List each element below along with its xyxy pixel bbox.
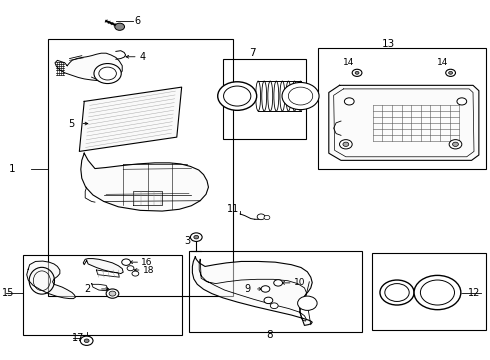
Text: 8: 8 — [266, 330, 272, 341]
Circle shape — [457, 98, 466, 105]
Polygon shape — [193, 257, 312, 325]
Circle shape — [288, 87, 313, 105]
Bar — [372, 253, 486, 330]
Polygon shape — [81, 153, 208, 211]
Circle shape — [194, 235, 199, 239]
Circle shape — [257, 214, 265, 220]
Circle shape — [297, 296, 317, 310]
Circle shape — [449, 140, 462, 149]
Text: 17: 17 — [72, 333, 84, 343]
Text: 14: 14 — [437, 58, 448, 67]
Bar — [318, 48, 486, 169]
Circle shape — [274, 280, 283, 286]
Circle shape — [84, 339, 89, 342]
Circle shape — [264, 297, 273, 303]
Circle shape — [385, 284, 409, 301]
Text: 5: 5 — [69, 118, 75, 129]
Circle shape — [80, 336, 93, 345]
Circle shape — [380, 280, 414, 305]
Circle shape — [449, 71, 453, 74]
Circle shape — [261, 286, 270, 292]
Polygon shape — [55, 53, 122, 81]
Polygon shape — [329, 85, 479, 160]
Circle shape — [270, 303, 278, 309]
Text: 11: 11 — [226, 204, 239, 214]
Circle shape — [218, 82, 257, 111]
Polygon shape — [83, 258, 123, 274]
Text: 16: 16 — [141, 258, 153, 267]
Text: 1: 1 — [9, 164, 15, 174]
Text: 6: 6 — [134, 17, 141, 26]
Text: 7: 7 — [249, 48, 255, 58]
Text: 9: 9 — [244, 284, 250, 294]
Circle shape — [132, 271, 139, 276]
Polygon shape — [79, 87, 182, 152]
Bar — [189, 251, 362, 332]
Text: 15: 15 — [2, 288, 15, 297]
Text: 4: 4 — [139, 52, 146, 62]
Circle shape — [414, 275, 461, 310]
Polygon shape — [27, 261, 75, 298]
Circle shape — [352, 69, 362, 76]
Circle shape — [99, 67, 116, 80]
Circle shape — [122, 259, 130, 265]
Circle shape — [127, 266, 134, 271]
Text: 18: 18 — [143, 266, 154, 275]
Circle shape — [106, 289, 119, 298]
Circle shape — [282, 82, 319, 110]
Text: 14: 14 — [343, 58, 355, 67]
Circle shape — [453, 142, 459, 147]
Circle shape — [344, 98, 354, 105]
Circle shape — [191, 233, 202, 242]
Circle shape — [340, 140, 352, 149]
Circle shape — [109, 291, 116, 296]
Text: 10: 10 — [294, 278, 305, 287]
Bar — [24, 255, 182, 336]
Circle shape — [223, 86, 251, 106]
Circle shape — [446, 69, 456, 76]
Text: 3: 3 — [184, 236, 190, 246]
Circle shape — [115, 23, 124, 30]
Circle shape — [264, 215, 270, 220]
Circle shape — [355, 71, 359, 74]
Text: 12: 12 — [467, 288, 480, 297]
Text: 13: 13 — [381, 39, 394, 49]
Circle shape — [420, 280, 455, 305]
Circle shape — [94, 64, 121, 84]
Text: 2: 2 — [84, 284, 91, 294]
Bar — [223, 59, 306, 139]
Circle shape — [343, 142, 349, 147]
Bar — [48, 39, 233, 296]
